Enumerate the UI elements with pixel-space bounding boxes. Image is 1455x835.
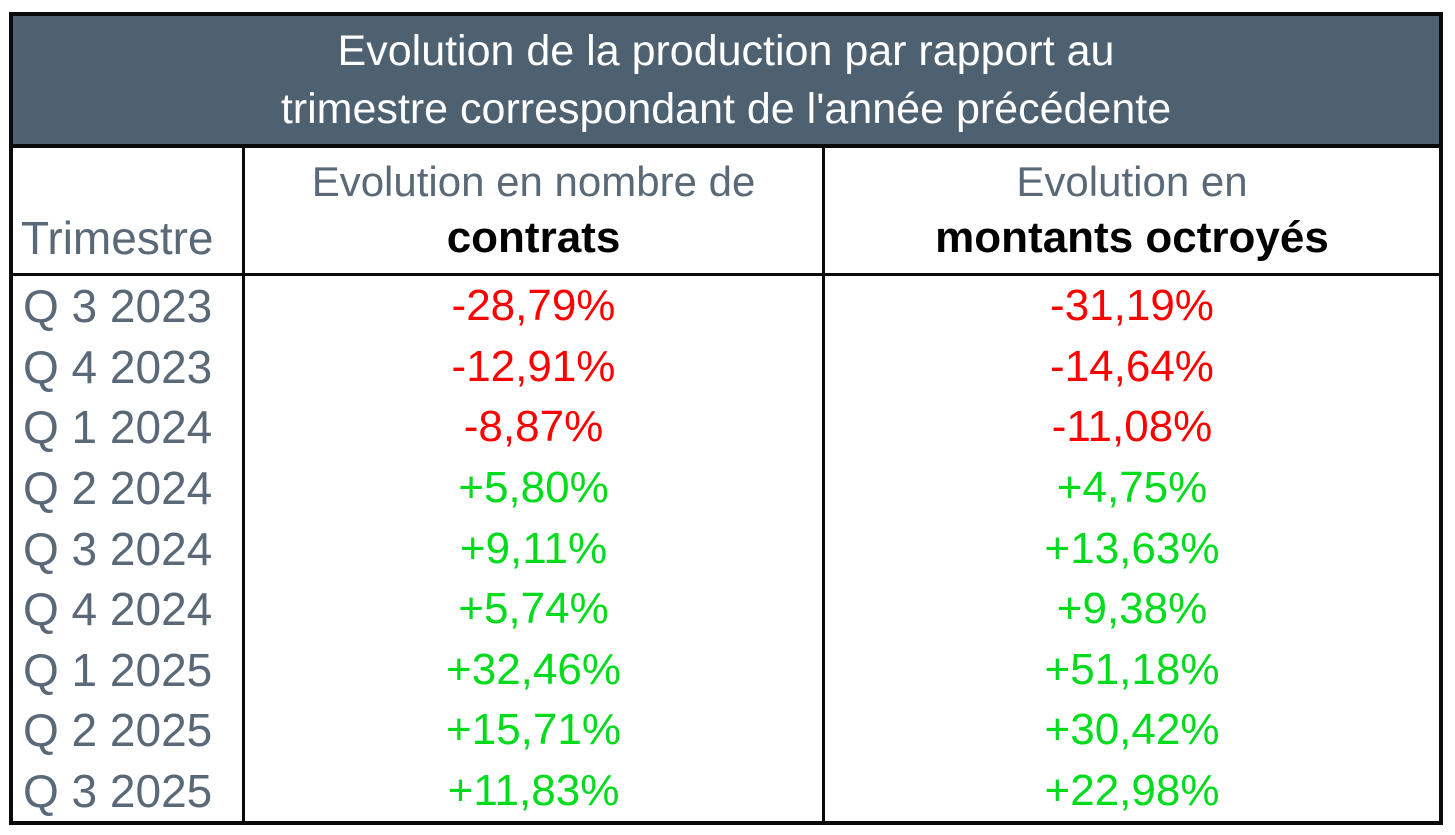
header-montants-subtitle: Evolution en xyxy=(1016,158,1248,205)
montants-value-cell: -31,19% xyxy=(1050,281,1214,331)
table-row: Q 2 2024 +5,80% +4,75% xyxy=(13,457,1439,519)
header-montants: Evolution en montants octroyés xyxy=(825,148,1439,273)
header-contrats-subtitle: Evolution en nombre de xyxy=(311,158,756,205)
production-evolution-table: Evolution de la production par rapport a… xyxy=(9,12,1443,825)
montants-value-cell: -14,64% xyxy=(1050,341,1214,391)
table-row: Q 2 2025 +15,71% +30,42% xyxy=(13,699,1439,761)
table-body: Q 3 2023 -28,79% -31,19% Q 4 2023 -12,91… xyxy=(13,276,1439,822)
contrats-value-cell: +32,46% xyxy=(245,639,825,700)
table-header-row: Trimestre Evolution en nombre de contrat… xyxy=(13,148,1439,276)
table-row: Q 4 2023 -12,91% -14,64% xyxy=(13,336,1439,398)
table-row: Q 1 2025 +32,46% +51,18% xyxy=(13,639,1439,700)
trimestre-cell: Q 4 2023 xyxy=(13,336,245,398)
montants-value-cell: +13,63% xyxy=(1044,523,1220,573)
montants-value-cell: +51,18% xyxy=(1044,644,1220,694)
contrats-value-cell: +11,83% xyxy=(245,760,825,822)
montants-value-cell: +4,75% xyxy=(1056,462,1208,512)
header-trimestre-label: Trimestre xyxy=(21,212,214,264)
table-row: Q 4 2024 +5,74% +9,38% xyxy=(13,578,1439,640)
montants-value-cell: +30,42% xyxy=(1044,705,1220,755)
trimestre-cell: Q 2 2024 xyxy=(13,457,245,519)
montants-value-cell: +9,38% xyxy=(1056,584,1208,634)
trimestre-cell: Q 3 2024 xyxy=(13,518,245,579)
trimestre-cell: Q 4 2024 xyxy=(13,578,245,640)
table-row: Q 1 2024 -8,87% -11,08% xyxy=(13,397,1439,458)
trimestre-cell: Q 1 2024 xyxy=(13,397,245,458)
contrats-value-cell: +9,11% xyxy=(245,518,825,579)
header-contrats-title: contrats xyxy=(446,213,621,262)
montants-value-cell: +22,98% xyxy=(1044,765,1220,815)
table-row: Q 3 2024 +9,11% +13,63% xyxy=(13,518,1439,579)
table-row: Q 3 2025 +11,83% +22,98% xyxy=(13,760,1439,822)
table-title-line1: Evolution de la production par rapport a… xyxy=(337,27,1115,75)
trimestre-cell: Q 1 2025 xyxy=(13,639,245,700)
trimestre-cell: Q 2 2025 xyxy=(13,699,245,761)
table-title-line2: trimestre correspondant de l'année précé… xyxy=(280,85,1172,133)
contrats-value-cell: -28,79% xyxy=(245,276,825,337)
table-title: Evolution de la production par rapport a… xyxy=(13,16,1439,148)
contrats-value-cell: -12,91% xyxy=(245,336,825,398)
header-contrats: Evolution en nombre de contrats xyxy=(245,148,825,273)
table-row: Q 3 2023 -28,79% -31,19% xyxy=(13,276,1439,337)
contrats-value-cell: +15,71% xyxy=(245,699,825,761)
header-montants-title: montants octroyés xyxy=(935,213,1329,262)
contrats-value-cell: -8,87% xyxy=(245,397,825,458)
montants-value-cell: -11,08% xyxy=(1051,402,1213,452)
contrats-value-cell: +5,74% xyxy=(245,578,825,640)
trimestre-cell: Q 3 2025 xyxy=(13,760,245,822)
contrats-value-cell: +5,80% xyxy=(245,457,825,519)
header-trimestre: Trimestre xyxy=(13,148,245,273)
trimestre-cell: Q 3 2023 xyxy=(13,276,245,337)
